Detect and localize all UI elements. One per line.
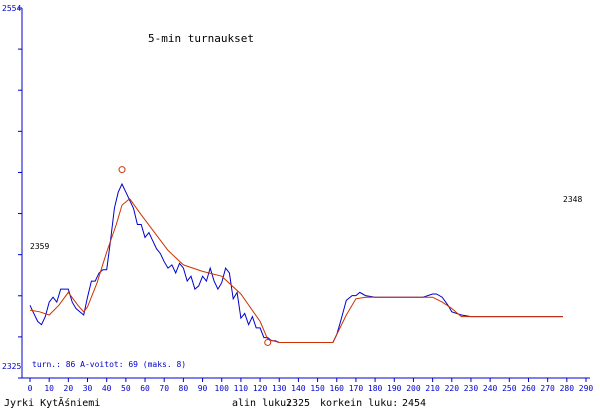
x-tick-label: 120 <box>253 384 268 393</box>
x-tick-label: 80 <box>179 384 189 393</box>
series-line-2 <box>29 197 563 343</box>
x-tick-label: 100 <box>214 384 229 393</box>
x-tick-label: 110 <box>234 384 249 393</box>
high-label: korkein luku: <box>320 398 398 409</box>
start-value-label: 2359 <box>30 242 49 251</box>
low-value: 2325 <box>286 398 310 409</box>
x-tick-label: 290 <box>579 384 594 393</box>
x-tick-label: 10 <box>44 384 54 393</box>
stats-line: turn.: 86 A-voitot: 69 (maks. 8) <box>32 360 186 369</box>
x-tick-label: 150 <box>310 384 325 393</box>
marker-layer <box>118 166 272 346</box>
x-tick-label: 210 <box>425 384 440 393</box>
x-tick-label: 190 <box>387 384 402 393</box>
series-line-1 <box>29 182 563 343</box>
x-tick-label: 230 <box>464 384 479 393</box>
low-marker <box>264 338 272 346</box>
x-tick-label: 30 <box>83 384 93 393</box>
low-label: alin luku: <box>232 398 292 409</box>
x-tick-label: 220 <box>445 384 460 393</box>
x-tick-label: 200 <box>406 384 421 393</box>
x-tick-label: 60 <box>140 384 150 393</box>
x-tick-label: 250 <box>502 384 517 393</box>
high-value: 2454 <box>402 398 426 409</box>
x-tick-label: 70 <box>159 384 169 393</box>
x-tick-label: 180 <box>368 384 383 393</box>
x-tick-label: 50 <box>121 384 131 393</box>
x-tick-label: 40 <box>102 384 112 393</box>
x-tick-label: 270 <box>540 384 555 393</box>
x-tick-label: 0 <box>28 384 33 393</box>
x-tick-label: 90 <box>198 384 208 393</box>
chart-title: 5-min turnaukset <box>148 32 254 45</box>
end-value-label: 2348 <box>563 195 582 204</box>
x-tick-label: 160 <box>330 384 345 393</box>
x-tick-label: 170 <box>349 384 364 393</box>
y-min-label: 2325 <box>2 362 21 371</box>
y-max-label: 2554 <box>2 4 21 13</box>
x-tick-label: 240 <box>483 384 498 393</box>
x-tick-label: 260 <box>521 384 536 393</box>
x-tick-label: 20 <box>64 384 74 393</box>
y-axis-ticks <box>18 7 22 379</box>
high-marker <box>118 166 126 174</box>
x-tick-label: 130 <box>272 384 287 393</box>
x-tick-label: 280 <box>560 384 575 393</box>
x-tick-label: 140 <box>291 384 306 393</box>
series-layer <box>29 182 563 343</box>
x-axis-tick-labels: 0 10 20 30 40 50 60 70 80 90 100 110 120 130 140 150 160… <box>28 384 594 393</box>
x-axis-ticks <box>29 378 587 382</box>
author-name: Jyrki KytĂśniemi <box>4 396 100 409</box>
